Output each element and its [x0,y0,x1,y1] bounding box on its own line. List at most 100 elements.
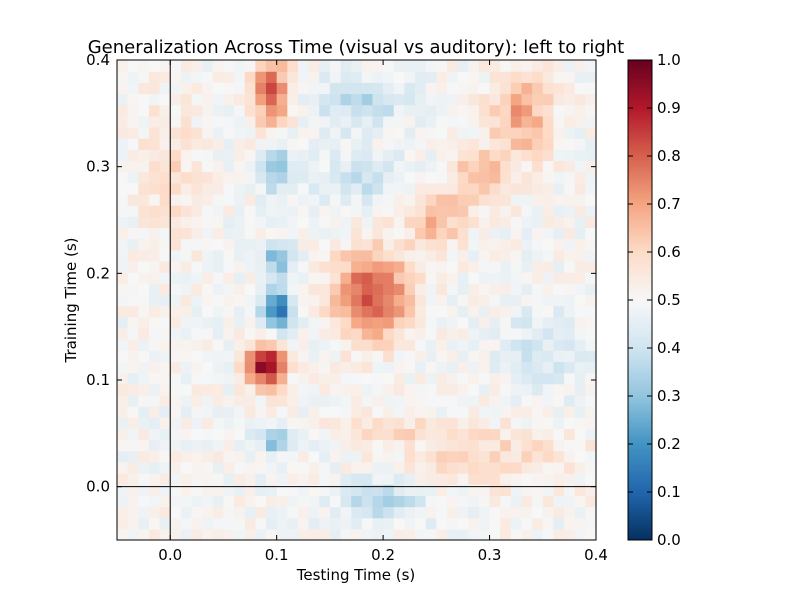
heatmap-cell [436,283,448,296]
heatmap-cell [574,249,586,262]
heatmap-cell [255,361,267,374]
heatmap-cell [415,138,427,150]
heatmap-cell [361,238,374,251]
heatmap-cell [255,406,267,418]
heatmap-cell [372,406,384,418]
heatmap-cell [393,205,405,217]
heatmap-cell [244,283,256,296]
heatmap-cell [191,327,203,340]
heatmap-cell [223,126,235,139]
heatmap-cell [319,272,331,284]
heatmap-cell [393,473,405,485]
heatmap-cell [542,383,555,396]
heatmap-cell [521,372,533,385]
heatmap-cell [500,171,512,184]
heatmap-cell [191,361,203,374]
heatmap-cell [127,272,139,284]
heatmap-cell [117,461,129,474]
heatmap-cell [191,260,203,273]
heatmap-cell [436,82,448,95]
heatmap-cell [521,316,533,329]
heatmap-cell [266,60,278,72]
heatmap-cell [212,193,225,206]
heatmap-cell [500,528,512,541]
heatmap-cell [308,383,320,396]
heatmap-cell [276,350,288,362]
heatmap-cell [234,316,246,329]
heatmap-cell [287,406,299,418]
heatmap-cell [415,428,427,441]
heatmap-cell [372,283,384,296]
heatmap-cell [287,305,299,318]
heatmap-cell [564,205,576,217]
heatmap-cell [127,249,139,262]
heatmap-cell [489,517,501,530]
heatmap-cell [415,82,427,95]
heatmap-cell [500,294,512,307]
heatmap-cell [383,149,395,162]
heatmap-cell [510,417,523,429]
heatmap-cell [446,517,459,530]
heatmap-cell [244,495,256,508]
heatmap-cell [457,238,469,251]
heatmap-cell [159,294,171,307]
heatmap-cell [542,260,555,273]
heatmap-cell [564,394,576,407]
heatmap-cell [542,272,555,284]
heatmap-cell [297,450,310,463]
heatmap-cell [127,294,139,307]
heatmap-cell [542,138,555,150]
heatmap-cell [148,238,161,251]
heatmap-cell [372,249,384,262]
heatmap-cell [244,406,256,418]
heatmap-cell [117,294,129,307]
heatmap-cell [127,506,139,519]
heatmap-cell [574,227,586,240]
heatmap-cell [436,149,448,162]
heatmap-cell [340,82,352,95]
heatmap-cell [446,60,459,72]
heatmap-cell [553,216,565,229]
heatmap-cell [127,394,139,407]
heatmap-cell [127,216,139,229]
heatmap-cell [404,327,416,340]
heatmap-cell [510,294,523,307]
heatmap-cell [542,517,555,530]
heatmap-cell [244,506,256,519]
heatmap-cell [287,60,299,72]
heatmap-cell [319,126,331,139]
heatmap-cell [446,171,459,184]
heatmap-cell [234,339,246,351]
heatmap-cell [393,93,405,106]
heatmap-cell [159,383,171,396]
heatmap-cell [319,193,331,206]
heatmap-cell [489,339,501,351]
heatmap-cell [446,71,459,83]
heatmap-cell [255,305,267,318]
heatmap-cell [542,238,555,251]
heatmap-cell [138,361,150,374]
heatmap-cell [532,473,544,485]
heatmap-cell [510,260,523,273]
heatmap-cell [276,216,288,229]
heatmap-cell [202,126,214,139]
heatmap-cell [372,484,384,496]
heatmap-cell [287,350,299,362]
heatmap-cell [415,316,427,329]
heatmap-cell [117,495,129,508]
heatmap-cell [436,272,448,284]
heatmap-cell [170,60,182,72]
heatmap-cell [159,316,171,329]
heatmap-cell [478,517,491,530]
heatmap-cell [127,372,139,385]
heatmap-cell [148,439,161,452]
heatmap-cell [574,495,586,508]
heatmap-cell [510,149,523,162]
heatmap-cell [329,439,342,452]
heatmap-cell [489,283,501,296]
heatmap-cell [468,104,480,117]
heatmap-cell [521,160,533,173]
heatmap-cell [212,272,225,284]
heatmap-cells [117,60,597,541]
heatmap-cell [191,283,203,296]
